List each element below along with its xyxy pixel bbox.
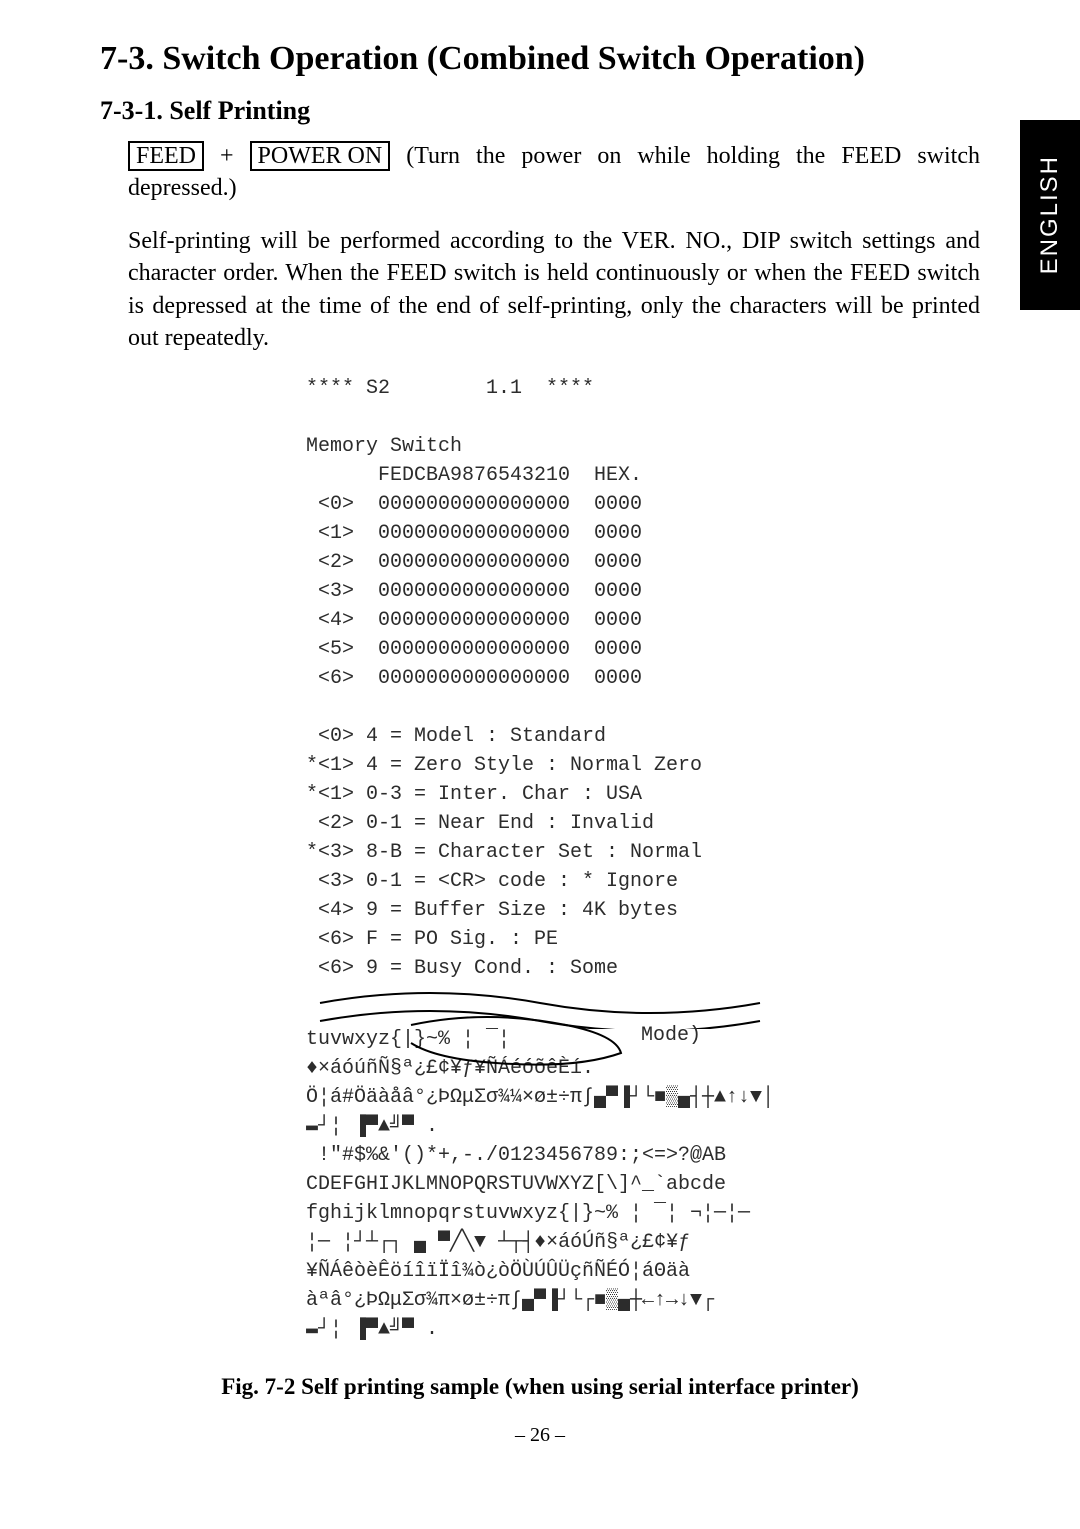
printout-charset-line: fghijklmnopqrstuvwxyz{|}~% ¦ ¯¦ ¬¦─¦─ — [306, 1199, 774, 1228]
language-tab: ENGLISH — [1020, 120, 1080, 310]
printout-sample: **** S2 1.1 **** Memory Switch FEDCBA987… — [100, 374, 980, 1344]
printout-setting: <2> 0-1 = Near End : Invalid — [306, 809, 774, 838]
printout-mem-row: <4> 0000000000000000 0000 — [306, 606, 774, 635]
subsection-heading: 7-3-1. Self Printing — [100, 96, 980, 126]
printout-mem-row: <6> 0000000000000000 0000 — [306, 664, 774, 693]
printout-setting: <3> 0-1 = <CR> code : * Ignore — [306, 867, 774, 896]
printout-charset-line: àªâ°¿ÞΩμΣσ¾π×ø±÷π∫▄▀▐┘└┌■▒▄┼←↑→↓▼┌ — [306, 1286, 774, 1315]
printout-mem-title: Memory Switch — [306, 432, 774, 461]
printout-mem-row: <1> 0000000000000000 0000 — [306, 519, 774, 548]
printout-charset-line: ♦×áóúñÑ§ª¿£¢¥ƒ¥ÑÁéóõêÈí. — [306, 1054, 774, 1083]
printout-setting: *<3> 8-B = Character Set : Normal — [306, 838, 774, 867]
printout-charset-line: ▬┘¦ ▐▀▲╝▀ . — [306, 1112, 774, 1141]
printout-charset-line: ¦─ ¦┘┴┌┐ ▄ ▀╱╲▼ ┴┬┤♦×áóÚñ§ª¿£¢¥ƒ — [306, 1228, 774, 1257]
printout-charset-line: ¥ÑÁêòèÊöíîïÏî¾ò¿òÖÙÚÛÜçñÑÉÓ¦áΘäà — [306, 1257, 774, 1286]
printout-setting: *<1> 0-3 = Inter. Char : USA — [306, 780, 774, 809]
power-key-box: POWER ON — [250, 141, 391, 171]
printout-charset-line: tuvwxyz{|}~% ¦ ¯¦ — [306, 1025, 774, 1054]
printout-setting: <6> 9 = Busy Cond. : Some — [306, 954, 774, 983]
mode-label: Mode) — [641, 1021, 701, 1050]
printout-charset-line: ▬┘¦ ▐▀▲╝▀ . — [306, 1315, 774, 1344]
printout-blank — [306, 693, 774, 722]
page-number: – 26 – — [100, 1424, 980, 1447]
wavy-separator — [306, 989, 774, 1029]
printout-mem-head: FEDCBA9876543210 HEX. — [306, 461, 774, 490]
language-tab-label: ENGLISH — [1036, 155, 1064, 274]
section-heading: 7-3. Switch Operation (Combined Switch O… — [100, 40, 980, 78]
description-paragraph: Self-printing will be performed accordin… — [100, 225, 980, 355]
printout-setting: <4> 9 = Buffer Size : 4K bytes — [306, 896, 774, 925]
printout-mem-row: <2> 0000000000000000 0000 — [306, 548, 774, 577]
feed-key-box: FEED — [128, 141, 204, 171]
printout-header: **** S2 1.1 **** — [306, 374, 774, 403]
figure-caption: Fig. 7-2 Self printing sample (when usin… — [100, 1374, 980, 1400]
printout-mem-row: <5> 0000000000000000 0000 — [306, 635, 774, 664]
printout-blank — [306, 403, 774, 432]
plus-sign: + — [204, 143, 250, 169]
printout-mem-row: <3> 0000000000000000 0000 — [306, 577, 774, 606]
printout-setting: <0> 4 = Model : Standard — [306, 722, 774, 751]
printout-setting: <6> F = PO Sig. : PE — [306, 925, 774, 954]
instruction-paragraph: FEED + POWER ON (Turn the power on while… — [100, 140, 980, 205]
printout-charset-block: Mode)tuvwxyz{|}~% ¦ ¯¦♦×áóúñÑ§ª¿£¢¥ƒ¥ÑÁé… — [306, 1025, 774, 1344]
printout-setting: *<1> 4 = Zero Style : Normal Zero — [306, 751, 774, 780]
printout-charset-line: CDEFGHIJKLMNOPQRSTUVWXYZ[\]^_`abcde — [306, 1170, 774, 1199]
printout-charset-line: Ö¦á#Öäàåâ°¿ÞΩμΣσ¾¼×ø±÷π∫▄▀▐┘└■▒▄┤┼▲↑↓▼│ — [306, 1083, 774, 1112]
printout-charset-line: !"#$%&'()*+,-./0123456789:;<=>?@AB — [306, 1141, 774, 1170]
printout-mem-row: <0> 0000000000000000 0000 — [306, 490, 774, 519]
